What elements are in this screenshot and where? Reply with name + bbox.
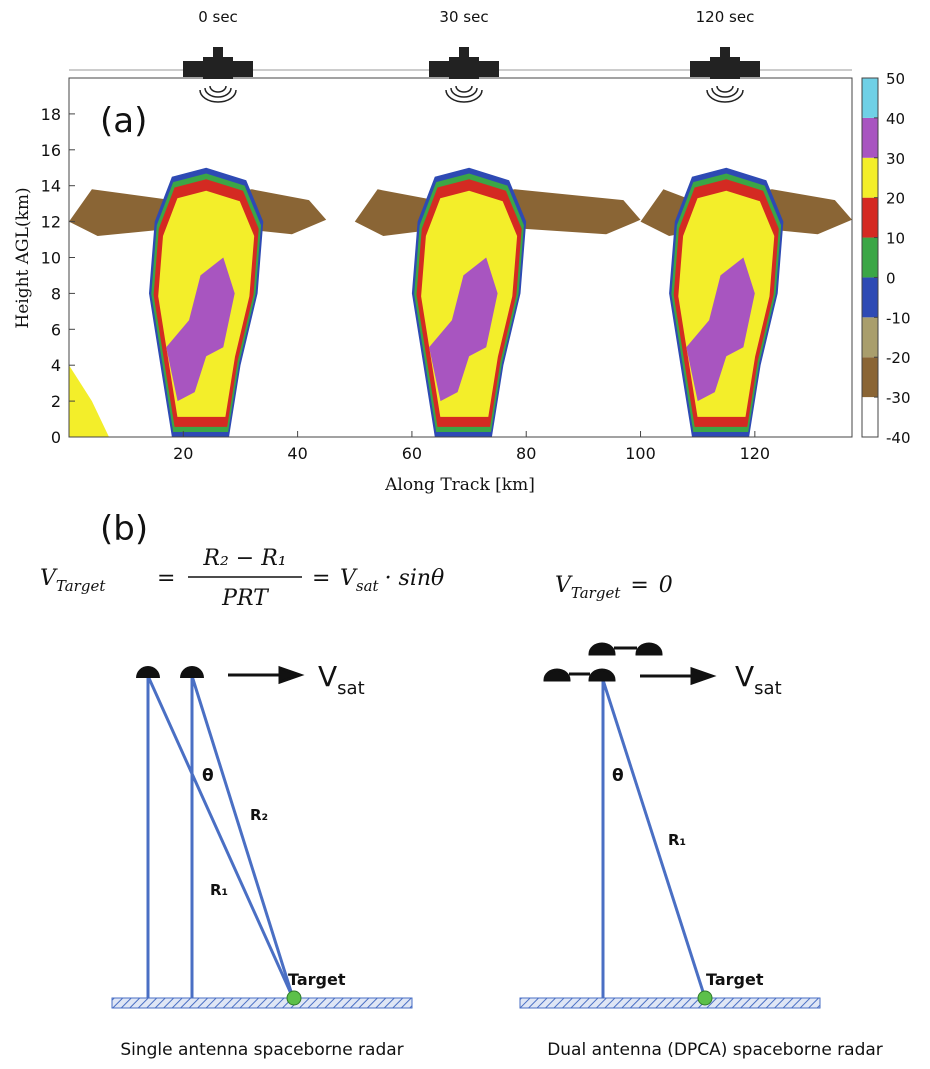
target	[286, 990, 302, 1006]
eq-part: V	[40, 566, 58, 591]
colorbar-band	[862, 237, 878, 278]
y-tick-label: 4	[51, 356, 61, 375]
y-tick-label: 8	[51, 284, 61, 303]
caption: Dual antenna (DPCA) spaceborne radar	[547, 1040, 883, 1060]
colorbar-band	[862, 117, 878, 158]
x-tick-label: 100	[625, 444, 656, 463]
colorbar-tick-label: 40	[886, 110, 905, 128]
satellite-icon	[690, 47, 760, 79]
target-label: Target	[706, 970, 764, 989]
y-tick-label: 14	[41, 177, 61, 196]
label-part: sat	[754, 678, 781, 699]
eq-part: Target	[571, 584, 621, 602]
signal-arcs	[199, 85, 237, 103]
target-label: Target	[288, 970, 346, 989]
velocity-arrow	[228, 665, 305, 685]
colorbar-band	[862, 357, 878, 398]
label-part: V	[735, 660, 754, 693]
y-tick-label: 0	[51, 428, 61, 447]
target	[697, 990, 713, 1006]
equation: VTarget	[40, 566, 106, 595]
echo-core	[166, 257, 235, 402]
eq-part: R₂ − R₁	[202, 546, 286, 571]
eq-part: =	[630, 573, 648, 598]
caption: Single antenna spaceborne radar	[120, 1040, 403, 1060]
y-tick-label: 16	[41, 141, 61, 160]
angle-label: θ	[202, 766, 214, 786]
y-tick-label: 6	[51, 320, 61, 339]
colorbar-tick-label: 50	[886, 70, 905, 88]
range-label: R₁	[668, 831, 686, 849]
angle-label: θ	[612, 766, 624, 786]
x-tick-label: 20	[173, 444, 193, 463]
satellite-icon	[429, 47, 499, 79]
signal-arcs	[445, 85, 483, 103]
colorbar-tick-label: -40	[886, 429, 911, 447]
colorbar-tick-label: 30	[886, 150, 905, 168]
plot-area	[68, 77, 853, 438]
velocity-arrow	[640, 666, 717, 686]
eq-part: =	[312, 566, 330, 591]
y-tick-label: 12	[41, 213, 61, 232]
colorbar-tick-label: 10	[886, 230, 905, 248]
eq-part: =	[157, 566, 175, 591]
x-tick-label: 80	[516, 444, 536, 463]
colorbar-tick-label: 20	[886, 190, 905, 208]
equation: VTarget = 0	[555, 573, 673, 602]
panel-label: (b)	[100, 509, 148, 549]
velocity-label: Vsat	[318, 660, 365, 699]
colorbar-tick-label: -30	[886, 389, 911, 407]
x-tick-label: 60	[402, 444, 422, 463]
x-tick-label: 120	[740, 444, 771, 463]
colorbar-tick-label: -20	[886, 349, 911, 367]
antenna	[543, 642, 663, 682]
label-part: V	[318, 660, 337, 693]
colorbar-band	[862, 317, 878, 358]
y-axis-label: Height AGL(km)	[13, 187, 33, 328]
ground	[519, 997, 821, 1009]
colorbar-frame	[861, 77, 879, 438]
colorbar-tick-label: -10	[886, 309, 911, 327]
colorbar-band	[862, 197, 878, 238]
colorbar-band	[862, 277, 878, 318]
echo-core	[686, 257, 755, 402]
y-tick-label: 2	[51, 392, 61, 411]
time-label: 30 sec	[439, 8, 488, 26]
eq-part: V	[340, 566, 358, 591]
y-tick-label: 18	[41, 105, 61, 124]
eq-part: sat	[356, 577, 380, 595]
eq-part: V	[555, 573, 573, 598]
eq-part: PRT	[221, 586, 270, 611]
echo-layer	[69, 365, 109, 437]
colorbar-band	[862, 78, 878, 118]
y-tick-label: 10	[41, 249, 61, 268]
range-line	[190, 675, 295, 999]
colorbar-band	[862, 397, 878, 437]
eq-part: Target	[56, 577, 106, 595]
satellite-icon	[183, 47, 253, 79]
signal-arcs	[706, 85, 744, 103]
time-label: 120 sec	[696, 8, 755, 26]
panel-label: (a)	[100, 101, 147, 141]
eq-part: · sinθ	[385, 566, 445, 591]
range-line	[601, 679, 707, 999]
velocity-label: Vsat	[735, 660, 782, 699]
range-label: R₂	[250, 806, 268, 824]
eq-part: 0	[659, 573, 673, 598]
range-line	[146, 675, 295, 999]
time-label: 0 sec	[198, 8, 238, 26]
colorbar-tick-label: 0	[886, 269, 896, 287]
equation: Vsat · sinθ	[340, 566, 444, 595]
x-axis-label: Along Track [km]	[384, 475, 535, 495]
echo-core	[429, 257, 498, 402]
x-tick-label: 40	[287, 444, 307, 463]
ground	[111, 997, 413, 1009]
colorbar-band	[862, 157, 878, 198]
range-label: R₁	[210, 881, 228, 899]
label-part: sat	[337, 678, 364, 699]
antenna	[136, 666, 204, 678]
